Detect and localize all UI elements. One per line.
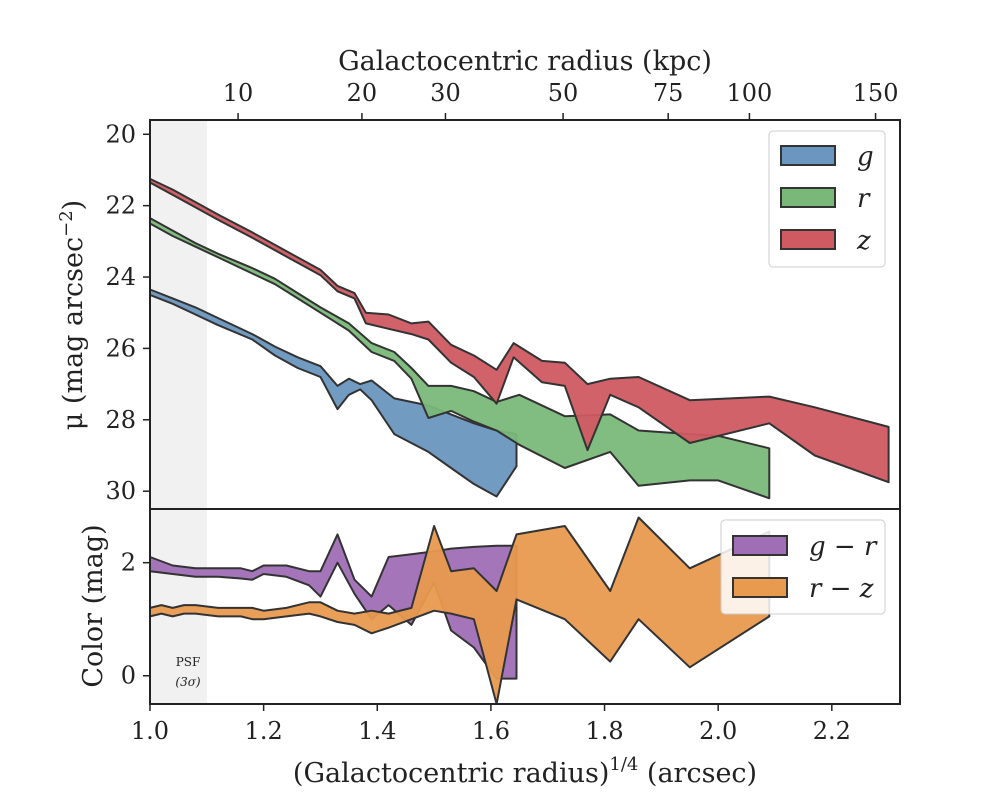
- top-tick-label: 150: [853, 79, 899, 107]
- x-tick-label: 1.4: [358, 717, 396, 745]
- legend-swatch-z: [780, 229, 836, 250]
- bottom-x-axis-title-main: (Galactocentric radius): [293, 758, 609, 789]
- top-tick-label: 20: [347, 79, 378, 107]
- top-y-axis-title-sup: −2: [56, 210, 77, 237]
- top-tick-label: 75: [653, 79, 684, 107]
- x-tick-label: 1.8: [585, 717, 623, 745]
- series-band-r-z: [149, 516, 771, 705]
- bottom-panel-legend: g − r r − z: [720, 519, 886, 615]
- bottom-panel: 02 1.0 1.2 1.4 1.6 1.8 2.0 2.2 PSF (3σ) Color …: [78, 508, 901, 789]
- y-tick-label: 24: [105, 263, 136, 291]
- legend-swatch-g: [780, 145, 836, 166]
- x-tick-label: 2.0: [699, 717, 737, 745]
- y-tick-label: 22: [105, 192, 136, 220]
- bottom-x-axis-title-sup: 1/4: [609, 754, 638, 775]
- bottom-panel-series: [149, 516, 771, 705]
- bottom-y-axis-title: Color (mag): [78, 524, 109, 687]
- series-band-r: [149, 217, 771, 500]
- top-panel-legend: grz: [768, 130, 886, 268]
- top-panel-series: [149, 177, 890, 500]
- psf-label: PSF: [176, 655, 201, 669]
- x-tick-label: 2.2: [813, 717, 851, 745]
- top-x-axis-title: Galactocentric radius (kpc): [338, 46, 712, 77]
- bottom-panel-frame: [149, 508, 901, 705]
- bottom-panel-y-ticks: 02: [121, 549, 150, 690]
- y-tick-label: 26: [105, 334, 136, 362]
- y-tick-label: 2: [121, 549, 136, 577]
- top-tick-label: 50: [548, 79, 579, 107]
- top-y-axis-title-main: μ (mag arcsec: [58, 237, 89, 430]
- bottom-panel-x-ticks: 1.0 1.2 1.4 1.6 1.8 2.0 2.2: [131, 704, 851, 745]
- bottom-x-axis-title-end: (arcsec): [638, 758, 757, 789]
- series-band-g: [149, 288, 518, 498]
- series-band-z: [149, 177, 890, 484]
- legend-swatch-g-r: [732, 535, 788, 556]
- top-y-axis-title: μ (mag arcsec−2): [56, 200, 89, 430]
- legend-label-g-r: g − r: [809, 532, 878, 562]
- top-tick-label: 10: [223, 79, 254, 107]
- psf-sigma-label: (3σ): [175, 675, 201, 689]
- x-tick-label: 1.2: [245, 717, 283, 745]
- top-tick-label: 100: [727, 79, 773, 107]
- legend-swatch-r-z: [732, 577, 788, 598]
- x-tick-label: 1.6: [472, 717, 510, 745]
- legend-label-r: r: [857, 184, 871, 214]
- y-tick-label: 20: [105, 120, 136, 148]
- x-tick-label: 1.0: [131, 717, 169, 745]
- y-tick-label: 30: [105, 477, 136, 505]
- legend-label-r-z: r − z: [809, 574, 874, 604]
- y-tick-label: 0: [121, 662, 136, 690]
- legend-label-z: z: [856, 226, 871, 256]
- legend-label-g: g: [857, 142, 874, 172]
- top-panel: 20 22 24 26 28 30 10 20 30 50 75 100 150 Galactocen…: [56, 46, 901, 510]
- top-tick-label: 30: [430, 79, 461, 107]
- y-tick-label: 28: [105, 406, 136, 434]
- legend-swatch-r: [780, 187, 836, 208]
- top-panel-top-ticks: 10 20 30 50 75 100 150: [223, 79, 899, 120]
- top-panel-y-ticks: 20 22 24 26 28 30: [105, 120, 150, 505]
- top-y-axis-title-end: ): [58, 200, 89, 211]
- bottom-x-axis-title: (Galactocentric radius)1/4 (arcsec): [293, 754, 757, 789]
